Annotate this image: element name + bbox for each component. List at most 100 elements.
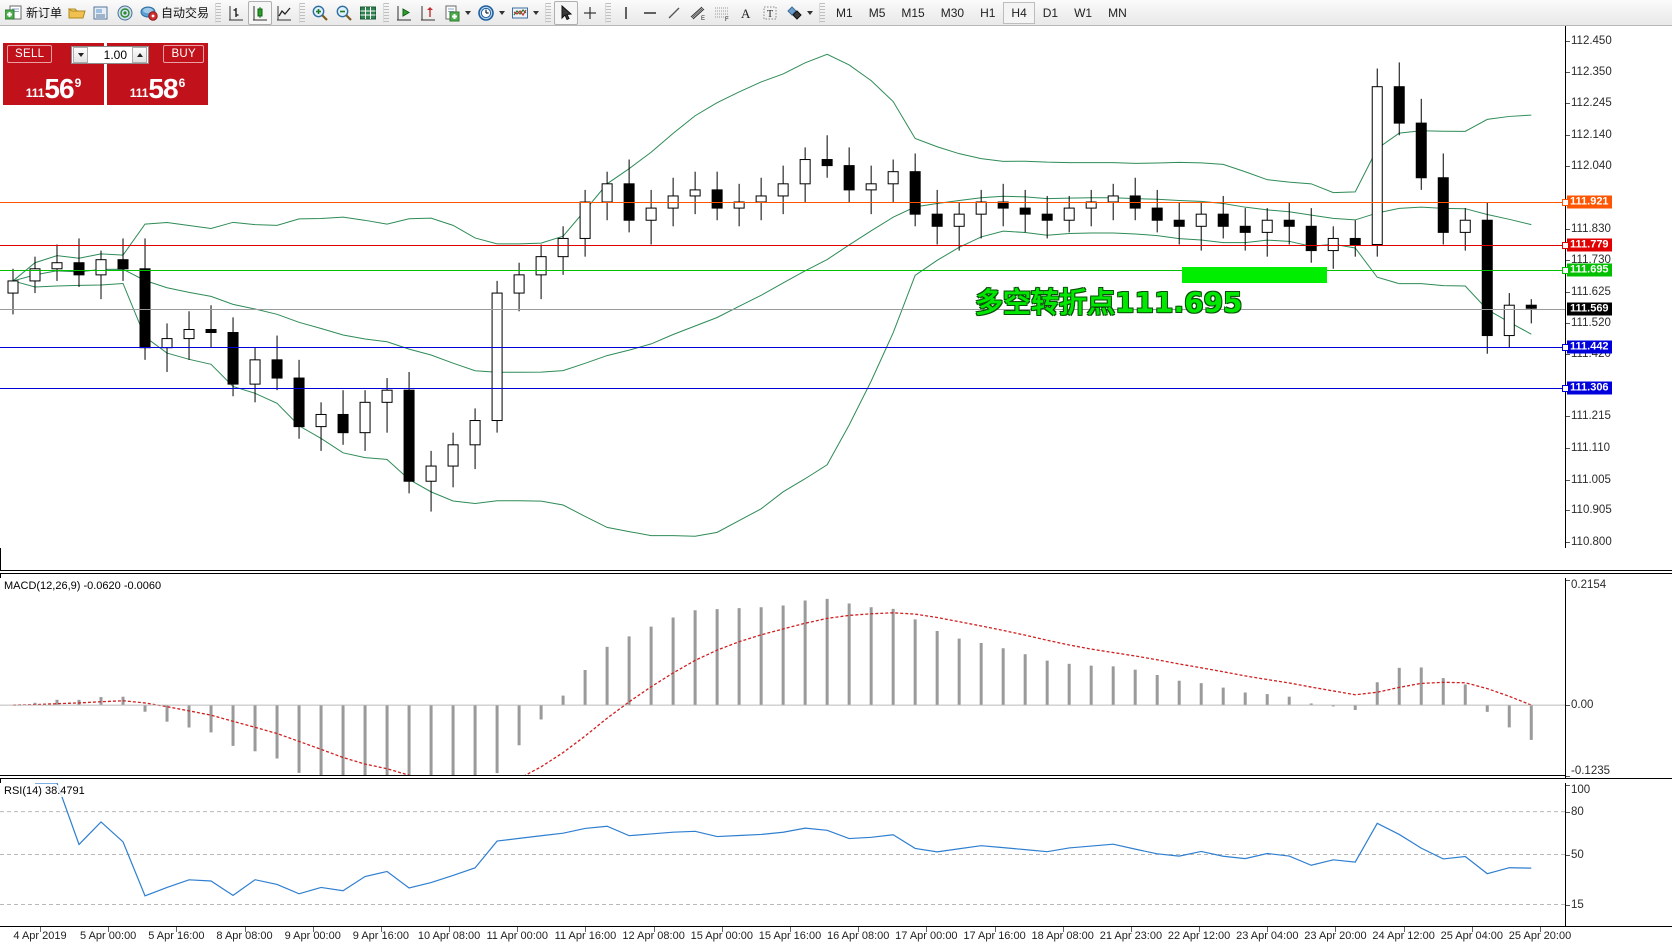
timeframe-button-h1[interactable]: H1: [980, 5, 996, 20]
volume-increase-button[interactable]: [132, 47, 147, 63]
highlight-rectangle[interactable]: [1182, 267, 1327, 284]
templates-button[interactable]: [440, 1, 474, 25]
grid-button[interactable]: [356, 1, 380, 25]
time-tick: [653, 927, 655, 932]
macd-scale[interactable]: 0.2154 0.00 -0.1235: [1565, 578, 1672, 778]
buy-panel[interactable]: BUY 111 58 6: [107, 43, 208, 105]
macd-tick: [1566, 580, 1570, 581]
text-button[interactable]: A: [734, 1, 758, 25]
timeframe-button-m1[interactable]: M1: [836, 5, 853, 20]
toolbar-separator: [383, 2, 390, 23]
price-level-badge-support[interactable]: 111.442: [1567, 340, 1612, 354]
one-click-trading-panel[interactable]: SELL 111 56 9 BUY 111 58 6 1.00: [3, 43, 208, 105]
price-tick-label: 111.005: [1571, 473, 1611, 486]
signals-button[interactable]: [113, 1, 137, 25]
svg-text:A: A: [741, 6, 751, 21]
time-tick-label: 10 Apr 08:00: [417, 930, 481, 942]
candle-chart-button[interactable]: [248, 0, 273, 25]
time-tick-label: 15 Apr 00:00: [690, 930, 754, 942]
line-handle[interactable]: [1562, 198, 1569, 206]
arrow-cursor-icon: [561, 4, 573, 20]
timeframe-button-w1[interactable]: W1: [1074, 5, 1093, 20]
price-level-badge-pivot[interactable]: 111.695: [1567, 263, 1612, 277]
price-line-support[interactable]: [0, 385, 1569, 393]
fibonacci-button[interactable]: F: [710, 1, 734, 25]
volume-value[interactable]: 1.00: [103, 48, 127, 62]
chevron-down-icon: [77, 53, 84, 57]
indicators-button[interactable]: [508, 1, 542, 25]
price-scale[interactable]: 112.450 112.350 112.245 112.140 112.040 111.8…: [1565, 26, 1672, 548]
charts-button[interactable]: [65, 1, 89, 25]
volume-decrease-button[interactable]: [73, 47, 88, 63]
time-tick: [380, 927, 382, 932]
macd-pane[interactable]: [0, 578, 1565, 778]
buy-price-big: 58: [148, 73, 178, 104]
time-axis[interactable]: 4 Apr 2019 5 Apr 00:00 5 Apr 16:00 8 Apr 08…: [0, 926, 1672, 947]
chart-annotation-label[interactable]: 多空转折点111.695: [975, 286, 1243, 320]
text-label-button[interactable]: T: [758, 1, 782, 25]
timeframe-button-h4[interactable]: H4: [1003, 1, 1035, 24]
price-level-badge-support[interactable]: 111.306: [1567, 381, 1612, 395]
volume-stepper[interactable]: 1.00: [71, 46, 149, 64]
sell-button[interactable]: SELL: [7, 45, 53, 63]
rsi-pane[interactable]: [0, 783, 1565, 926]
horizontal-line-button[interactable]: [638, 1, 662, 25]
timeframe-button-m15[interactable]: M15: [901, 5, 925, 20]
vertical-line-button[interactable]: [614, 1, 638, 25]
chevron-down-icon[interactable]: [465, 10, 472, 15]
time-tick: [176, 927, 178, 932]
price-tick-label: 110.905: [1571, 504, 1612, 517]
news-button[interactable]: [89, 1, 113, 25]
chevron-down-icon[interactable]: [807, 10, 814, 15]
timeframe-button-d1[interactable]: D1: [1042, 5, 1059, 20]
line-handle[interactable]: [1562, 344, 1569, 352]
new-order-button[interactable]: 新订单: [2, 1, 65, 25]
time-tick-label: 16 Apr 08:00: [826, 930, 890, 942]
timeframe-button-m5[interactable]: M5: [868, 5, 886, 20]
price-tick: [1566, 41, 1570, 43]
pane-divider[interactable]: [0, 775, 1672, 779]
price-tick: [1566, 447, 1570, 449]
shapes-button[interactable]: [782, 1, 816, 25]
time-tick-label: 24 Apr 12:00: [1372, 930, 1435, 942]
pane-divider[interactable]: [0, 570, 1672, 574]
time-tick: [108, 927, 110, 932]
macd-canvas[interactable]: [0, 578, 1565, 778]
sell-panel[interactable]: SELL 111 56 9: [3, 43, 104, 105]
zoom-out-button[interactable]: [332, 1, 356, 25]
rsi-canvas[interactable]: [0, 783, 1565, 926]
zoom-in-button[interactable]: [308, 1, 332, 25]
price-line-resistance[interactable]: [0, 241, 1569, 249]
price-line-resistance[interactable]: [0, 198, 1569, 206]
price-level-badge-current-price[interactable]: 111.569: [1567, 302, 1612, 316]
price-level-badge-resistance[interactable]: 111.779: [1567, 238, 1612, 252]
chevron-down-icon[interactable]: [499, 10, 506, 15]
rsi-tick: [1566, 785, 1570, 786]
line-handle[interactable]: [1562, 385, 1569, 393]
buy-button[interactable]: BUY: [163, 45, 204, 63]
price-line-support[interactable]: [0, 344, 1569, 352]
auto-scroll-button[interactable]: [416, 1, 440, 25]
bar-chart-button[interactable]: [224, 1, 248, 25]
timeframe-button-mn[interactable]: MN: [1108, 5, 1127, 20]
line-handle[interactable]: [1562, 267, 1569, 275]
chevron-down-icon[interactable]: [533, 10, 540, 15]
line-handle[interactable]: [1562, 241, 1569, 249]
crosshair-button[interactable]: [578, 1, 602, 25]
timeframe-button-m30[interactable]: M30: [940, 5, 965, 20]
price-line-pivot[interactable]: [0, 267, 1569, 275]
sell-price-big: 56: [44, 73, 74, 104]
cursor-button[interactable]: [554, 0, 579, 25]
period-button[interactable]: [474, 1, 508, 25]
time-tick-label: 12 Apr 08:00: [622, 930, 685, 942]
chart-shift-button[interactable]: [392, 1, 416, 25]
channel-button[interactable]: E: [686, 1, 710, 25]
price-line-current-price[interactable]: [0, 308, 1565, 310]
line-chart-button[interactable]: [272, 1, 296, 25]
rsi-scale[interactable]: 100 80 50 15: [1565, 783, 1672, 926]
price-chart-pane[interactable]: [0, 26, 1565, 548]
trendline-button[interactable]: [662, 1, 686, 25]
price-level-badge-resistance[interactable]: 111.921: [1567, 195, 1612, 209]
price-chart-canvas[interactable]: [0, 26, 1565, 548]
autotrading-button[interactable]: 自动交易: [137, 1, 212, 25]
